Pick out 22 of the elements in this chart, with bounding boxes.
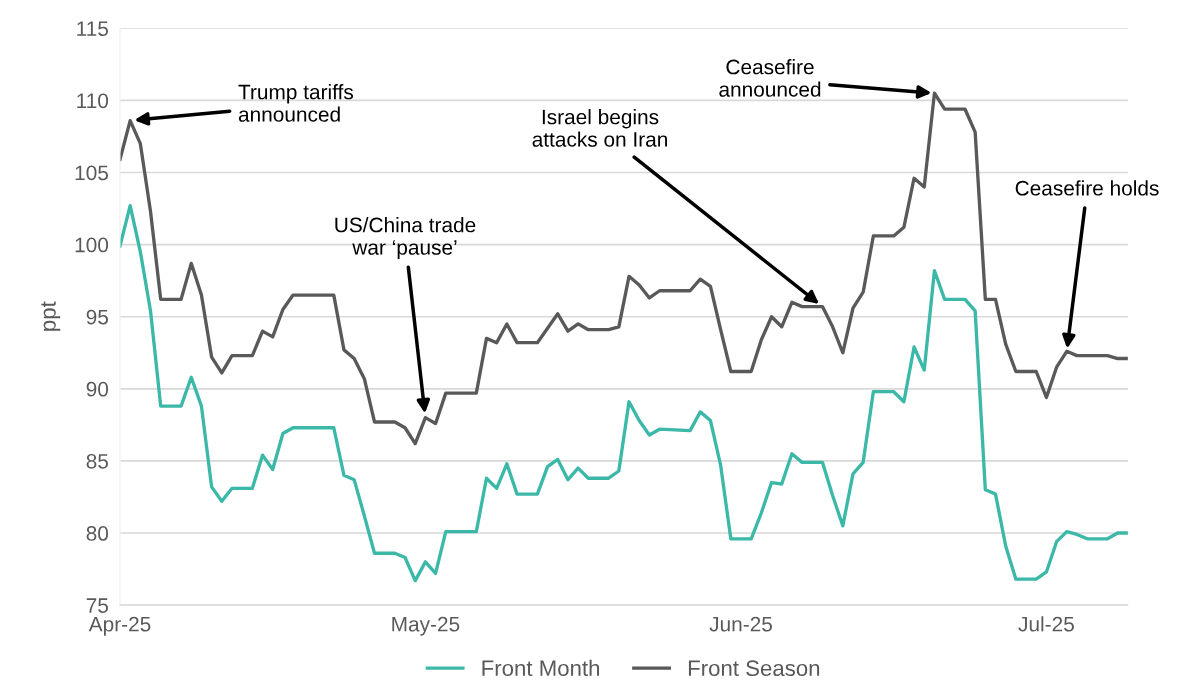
- legend-label: Front Month: [482, 659, 600, 677]
- y-tick-label: 110: [77, 93, 109, 109]
- y-tick-label: 75: [86, 598, 109, 613]
- annotation: Trump tariffs announced: [238, 84, 354, 122]
- annotation: US/China trade war ‘pause’: [335, 217, 476, 259]
- annotation: Ceasefire announced: [719, 59, 821, 97]
- y-tick-label: 105: [75, 165, 109, 181]
- y-tick-label: 100: [75, 237, 109, 253]
- y-tick-label: 90: [86, 381, 109, 397]
- y-axis-title: ppt: [41, 301, 61, 331]
- y-tick-label: 95: [86, 309, 109, 325]
- y-tick-label: 115: [77, 21, 109, 37]
- y-tick-label: 85: [86, 453, 109, 469]
- legend-label: Front Season: [688, 660, 820, 677]
- y-tick-label: 80: [86, 526, 109, 541]
- x-tick-label: Apr-25: [88, 616, 151, 636]
- x-tick-label: Jun-25: [709, 616, 772, 632]
- x-tick-label: Jul-25: [1018, 616, 1074, 632]
- annotation: Israel begins attacks on Iran: [532, 109, 667, 147]
- line-series: [119, 204, 1128, 583]
- annotation: Ceasefire holds: [1015, 180, 1159, 196]
- x-tick-label: May-25: [392, 616, 460, 636]
